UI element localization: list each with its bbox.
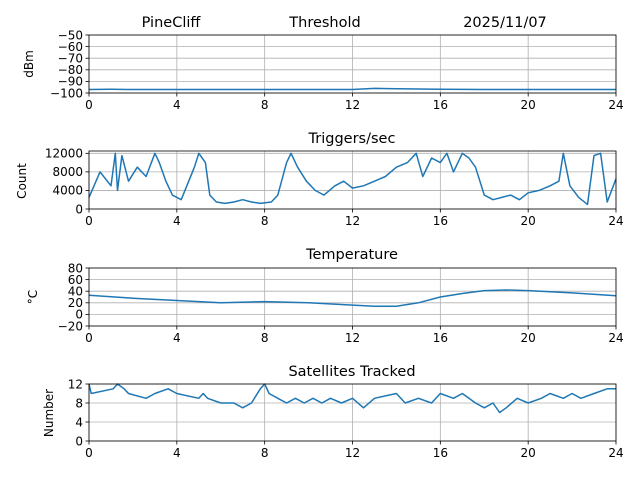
triggers-panel: Triggers/sec Count 0 4 8 12 16 20 24 0 4000 8000 1… <box>15 131 624 228</box>
y-tick-label: −100 <box>50 86 83 100</box>
y-tick-label: −60 <box>58 40 83 54</box>
x-tick-label: 4 <box>173 446 181 460</box>
x-tick-label: 24 <box>608 214 623 228</box>
y-tick-label: 8000 <box>52 165 83 179</box>
y-tick-label: 40 <box>68 285 83 299</box>
series-line <box>88 152 617 206</box>
signal-strength-panel: dBm 0 4 8 12 16 20 24 −100−90−80−70−60−50 <box>22 28 624 112</box>
x-tick-label: 20 <box>521 446 536 460</box>
x-tick-label: 20 <box>521 214 536 228</box>
x-tick-label: 16 <box>433 98 448 112</box>
y-tick-label: −70 <box>58 52 83 66</box>
x-tick-label: 12 <box>345 446 360 460</box>
series-line <box>88 383 616 414</box>
figure-title: Threshold <box>288 15 360 31</box>
y-tick-label: 0 <box>75 434 83 448</box>
x-tick-label: 0 <box>85 446 93 460</box>
y-tick-label: −50 <box>58 28 83 42</box>
y-tick-label: 4 <box>75 415 83 429</box>
y-tick-label: −20 <box>58 319 83 333</box>
series-line <box>88 87 616 91</box>
x-tick-label: 0 <box>85 98 93 112</box>
y-tick-label: 12 <box>68 377 83 391</box>
date-label: 2025/11/07 <box>463 15 547 31</box>
x-tick-label: 4 <box>173 98 181 112</box>
x-tick-label: 24 <box>608 331 623 345</box>
x-tick-label: 12 <box>345 98 360 112</box>
y-tick-label: 20 <box>68 296 83 310</box>
satellites-panel: Satellites Tracked Number 0 4 8 12 16 20 24 0 4 8… <box>42 364 624 460</box>
x-tick-label: 20 <box>521 98 536 112</box>
y-tick-label: 0 <box>75 308 83 322</box>
y-tick-label: −90 <box>58 75 83 89</box>
y-tick-label: 60 <box>68 273 83 287</box>
x-tick-label: 0 <box>85 331 93 345</box>
y-tick-label: 80 <box>68 261 83 275</box>
station-name: PineCliff <box>142 15 202 31</box>
x-tick-label: 4 <box>173 331 181 345</box>
x-tick-label: 16 <box>433 214 448 228</box>
x-tick-label: 16 <box>433 331 448 345</box>
x-tick-label: 24 <box>608 446 623 460</box>
y-axis-label: °C <box>26 290 40 304</box>
y-tick-label: 8 <box>75 396 83 410</box>
x-tick-label: 24 <box>608 98 623 112</box>
panel-title: Triggers/sec <box>308 131 396 147</box>
y-tick-label: −80 <box>58 63 83 77</box>
x-tick-label: 8 <box>261 446 269 460</box>
x-tick-label: 4 <box>173 214 181 228</box>
y-axis-label: Number <box>42 389 56 437</box>
series-line <box>88 289 617 308</box>
x-tick-label: 0 <box>85 214 93 228</box>
x-tick-label: 12 <box>345 214 360 228</box>
y-tick-label: 12000 <box>45 147 83 161</box>
x-tick-label: 8 <box>261 331 269 345</box>
y-axis-label: dBm <box>22 50 36 78</box>
panel-title: Satellites Tracked <box>288 364 415 380</box>
x-tick-label: 8 <box>261 98 269 112</box>
panel-title: Temperature <box>305 247 398 263</box>
y-axis-label: Count <box>15 163 29 199</box>
x-tick-label: 12 <box>345 331 360 345</box>
x-tick-label: 8 <box>261 214 269 228</box>
x-tick-label: 16 <box>433 446 448 460</box>
y-tick-label: 0 <box>75 202 83 216</box>
y-tick-label: 4000 <box>52 184 83 198</box>
x-tick-label: 20 <box>521 331 536 345</box>
